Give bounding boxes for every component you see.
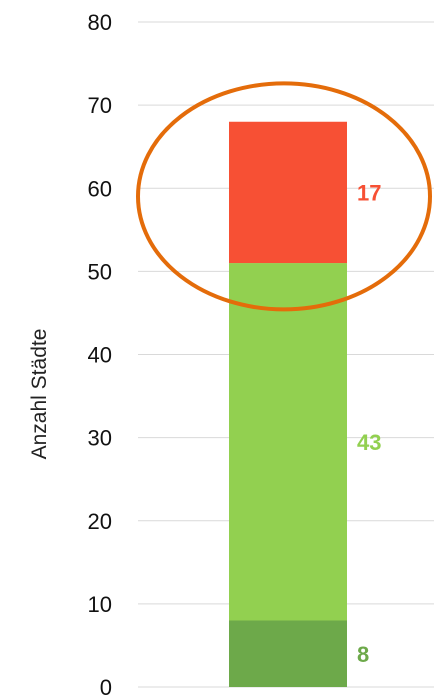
data-labels: 8 43 17 xyxy=(357,180,381,666)
y-tick-label: 50 xyxy=(88,259,112,284)
bars xyxy=(229,121,347,687)
annotation xyxy=(136,81,432,312)
bar-segment xyxy=(229,263,347,621)
data-label: 17 xyxy=(357,180,381,205)
y-tick-label: 10 xyxy=(88,592,112,617)
y-tick-label: 20 xyxy=(88,509,112,534)
y-tick-label: 0 xyxy=(100,675,112,697)
y-axis-ticks: 0 10 20 30 40 50 60 70 80 xyxy=(88,10,112,697)
highlight-ellipse xyxy=(136,81,432,312)
y-axis-label: Anzahl Städte xyxy=(28,329,51,460)
bar-segment xyxy=(229,620,347,687)
y-tick-label: 80 xyxy=(88,10,112,35)
y-tick-label: 30 xyxy=(88,426,112,451)
y-tick-label: 60 xyxy=(88,176,112,201)
data-label: 43 xyxy=(357,430,381,455)
data-label: 8 xyxy=(357,642,369,667)
bar-segment xyxy=(229,121,347,264)
y-tick-label: 40 xyxy=(88,343,112,368)
y-tick-label: 70 xyxy=(88,93,112,118)
